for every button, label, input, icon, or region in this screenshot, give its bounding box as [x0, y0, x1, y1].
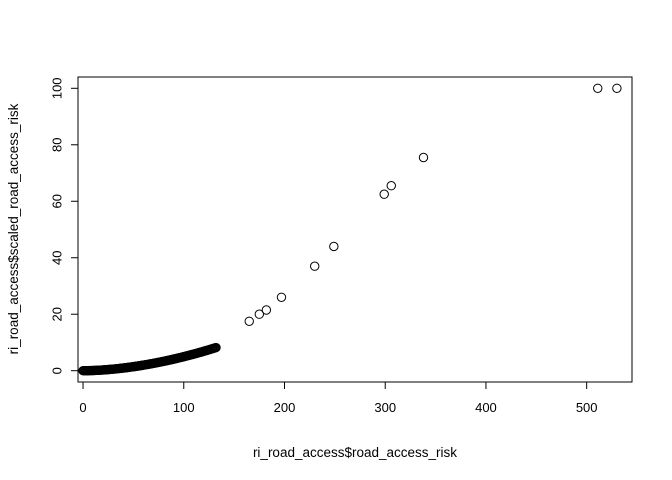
y-tick-label: 20	[49, 307, 64, 321]
data-point	[593, 83, 603, 94]
y-tick-label: 60	[49, 194, 64, 208]
x-axis-label: ri_road_access$road_access_risk	[253, 445, 457, 460]
data-point	[244, 316, 254, 326]
data-point	[379, 189, 389, 199]
x-tick-label: 300	[374, 400, 396, 415]
x-tick-label: 500	[576, 400, 598, 415]
data-point	[261, 305, 272, 315]
data-point	[329, 241, 339, 252]
data-point	[386, 181, 396, 191]
x-tick-label: 200	[274, 400, 296, 415]
data-point	[211, 342, 221, 353]
y-axis: 0 20 40 60 80 100	[49, 77, 79, 374]
y-tick-label: 40	[49, 251, 64, 265]
y-tick-label: 100	[49, 77, 64, 99]
plot-frame	[77, 76, 633, 383]
data-point	[276, 292, 287, 302]
y-tick-label: 80	[49, 138, 64, 152]
y-tick-label: 0	[49, 367, 64, 374]
data-point	[310, 261, 320, 271]
x-tick-label: 0	[79, 400, 86, 415]
data-point	[612, 83, 622, 94]
x-tick-label: 400	[475, 400, 497, 415]
x-axis: 0 100 200 300 400 500	[79, 381, 598, 415]
data-point	[254, 309, 265, 319]
x-tick-label: 100	[173, 400, 195, 415]
y-axis-label: ri_road_access$scaled_road_access_risk	[6, 103, 21, 354]
points-layer	[78, 83, 622, 376]
data-point	[418, 152, 429, 163]
